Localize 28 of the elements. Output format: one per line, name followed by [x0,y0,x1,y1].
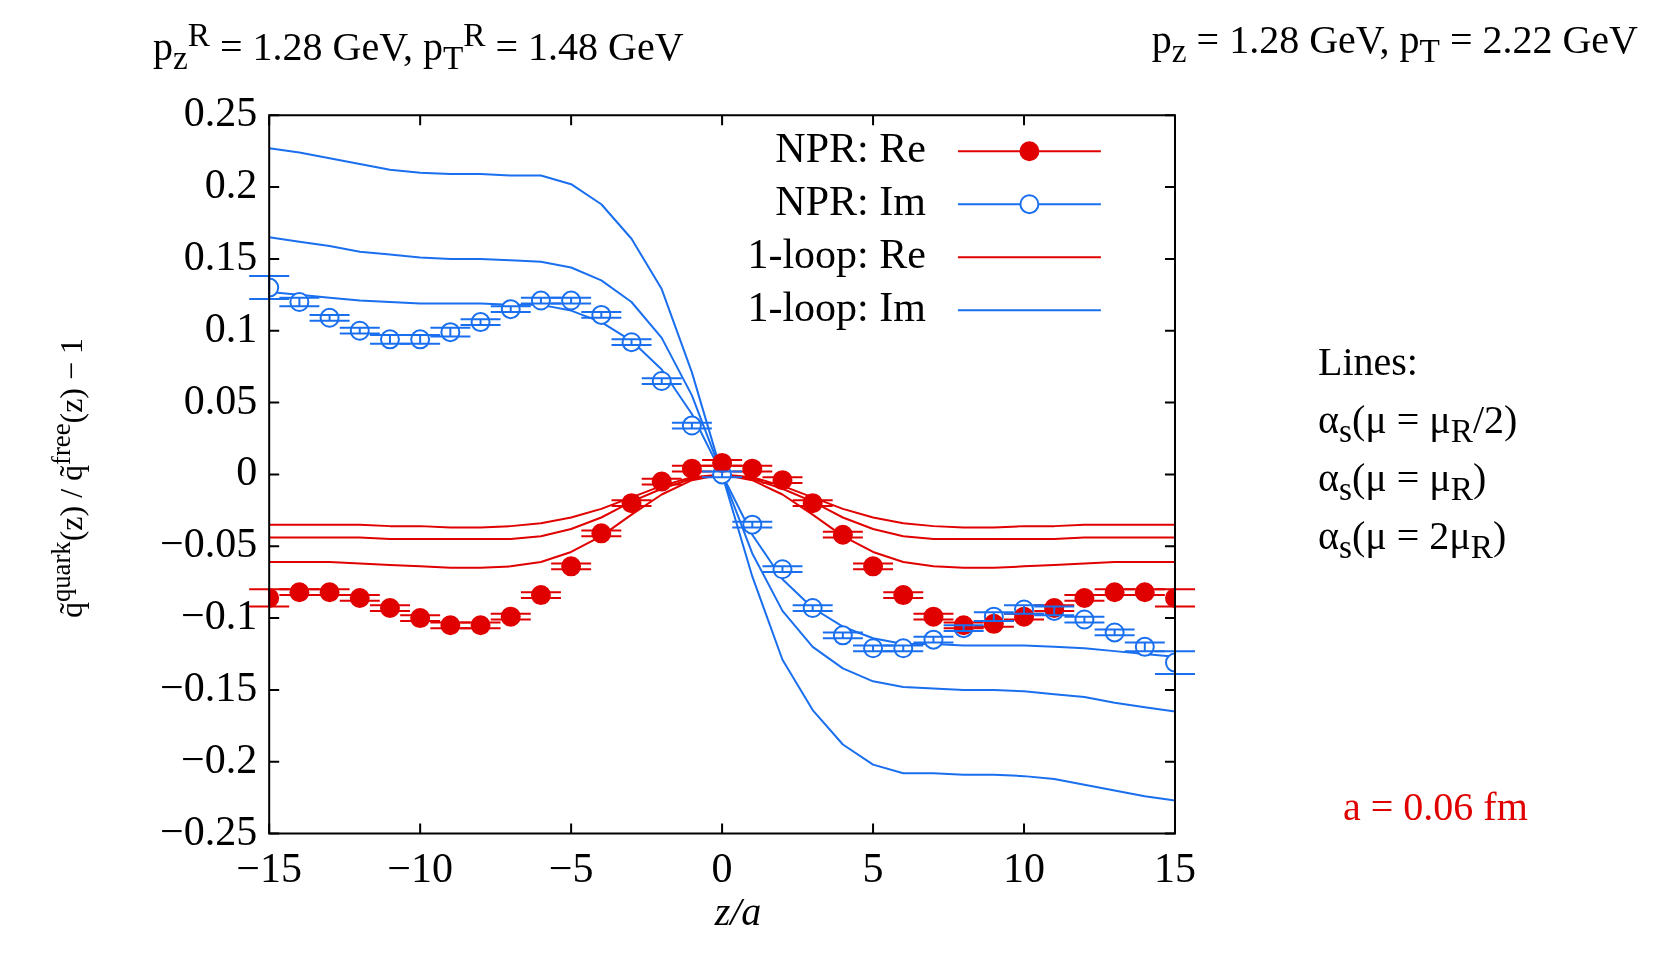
y-tick-label: −0.1 [181,592,258,639]
text: a = 0.06 fm [1343,783,1528,830]
x-tick-label: 10 [1003,844,1046,891]
y-tick-label: 0.15 [183,232,258,279]
x-axis-title: z/a [714,888,762,935]
x-tick-label: 15 [1154,844,1196,891]
legend-label: 1-loop: Re [747,231,926,278]
legend-label: NPR: Im [775,178,927,225]
y-tick-label: 0 [236,448,258,495]
text: α$_{s}$(μ = 2μ$_{R}$) [1318,512,1507,566]
x-tick-label: 0 [711,844,733,891]
x-tick-label: 5 [862,844,884,891]
y-tick-label: 0.1 [204,304,258,351]
y-tick-label: −0.05 [160,520,258,567]
text: α$_{s}$(μ = μ$_{R}$/2) [1318,396,1518,450]
text: p$_{z}$ = 1.28 GeV, p$_{T}$ = 2.22 GeV [1151,16,1638,70]
x-tick-label: −10 [387,844,453,891]
y-tick-label: −0.2 [181,735,258,782]
legend-label: NPR: Re [775,125,926,172]
y-tick-label: 0.2 [204,161,258,208]
y-tick-label: −0.15 [160,663,258,710]
y-tick-label: 0.25 [183,89,258,136]
legend-label: 1-loop: Im [747,284,927,331]
x-tick-label: −5 [548,844,594,891]
text: Lines: [1318,338,1418,385]
y-tick-label: 0.05 [183,376,258,423]
chart-title: p$_{z}$$^{R}$ = 1.28 GeV, p$_{T}$$^{R}$ = 1.48 GeV [153,16,684,78]
text: α$_{s}$(μ = μ$_{R}$) [1318,454,1487,508]
